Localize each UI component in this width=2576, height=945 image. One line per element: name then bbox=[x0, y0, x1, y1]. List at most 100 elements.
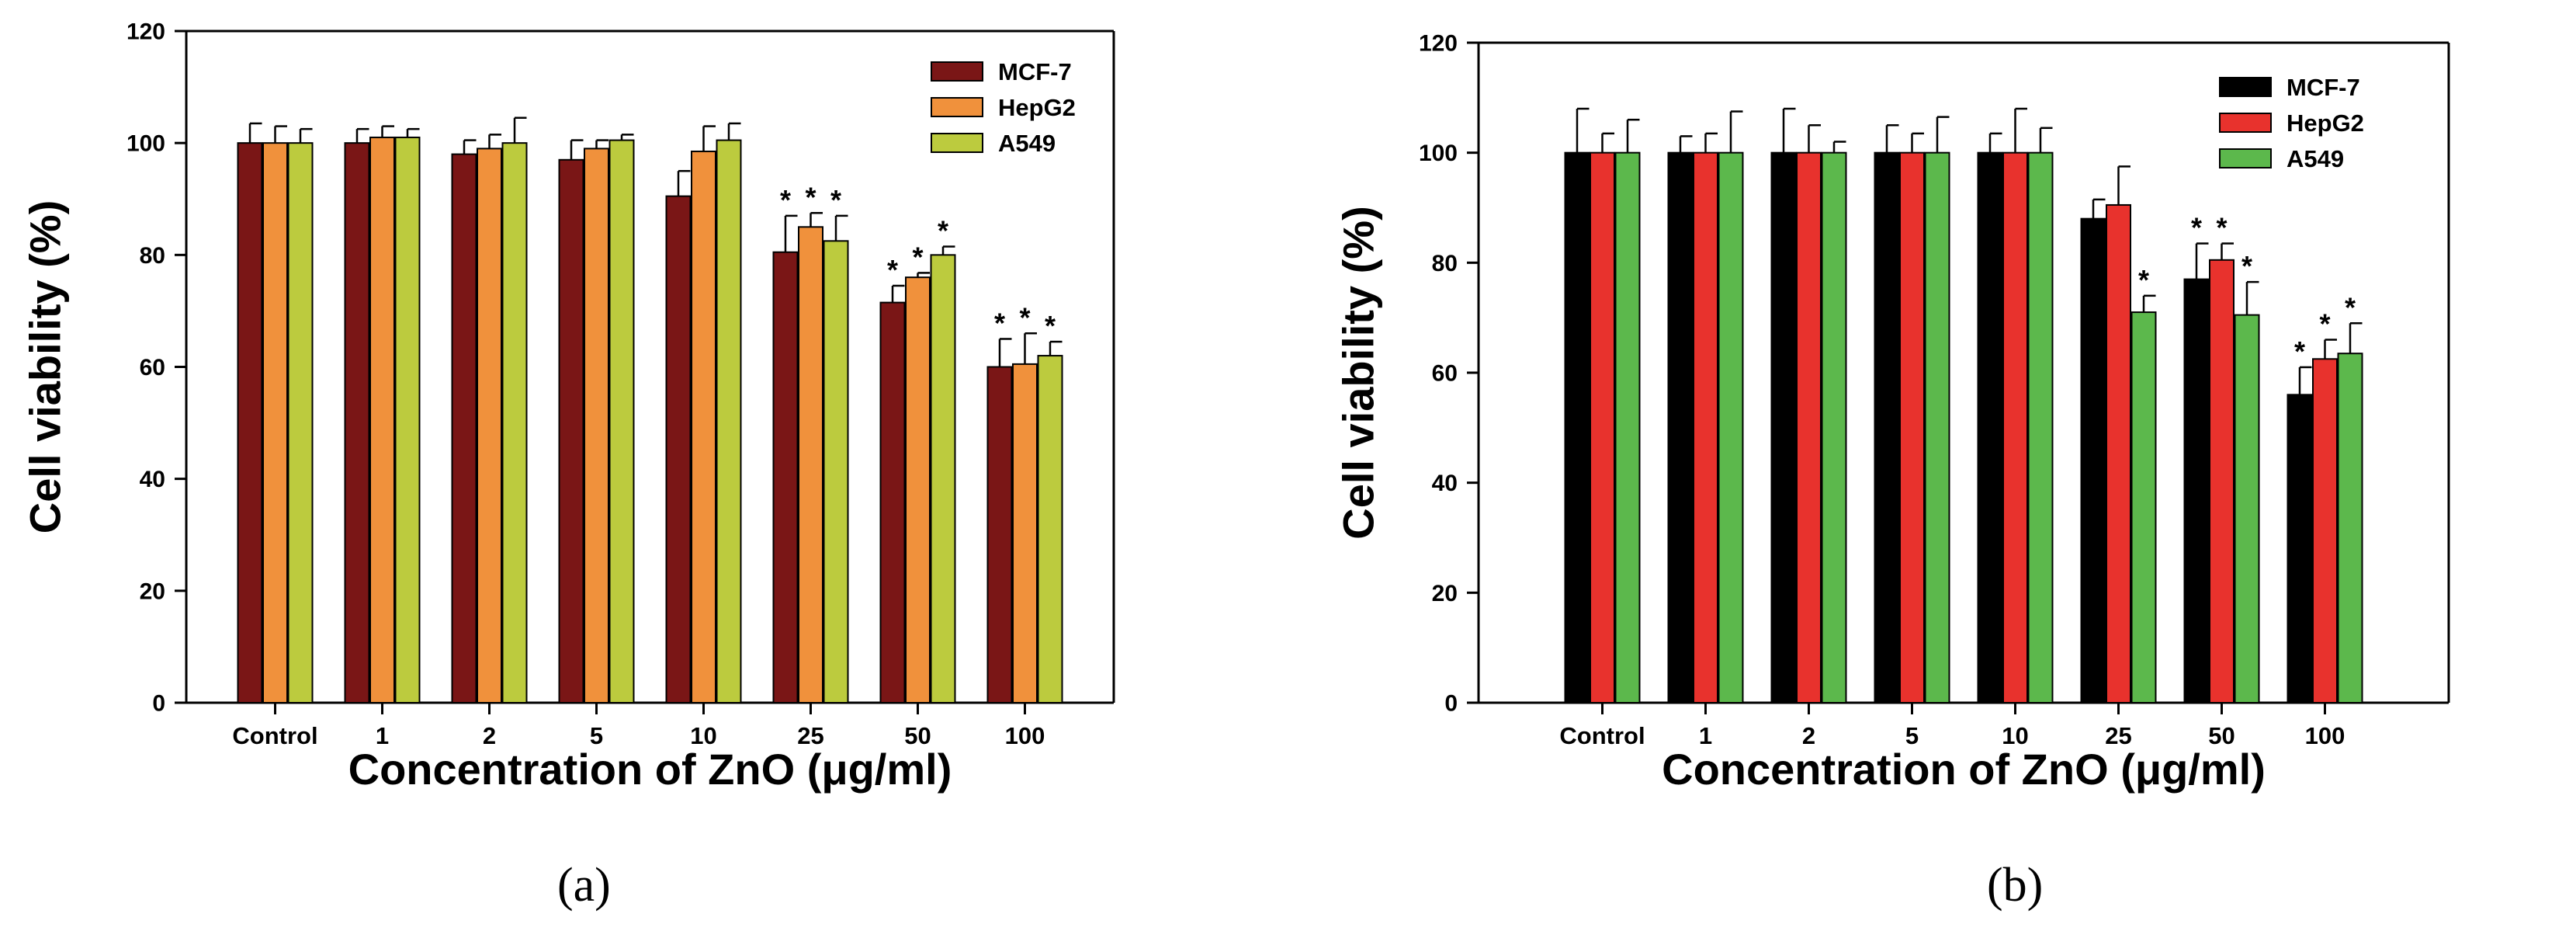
bar bbox=[584, 148, 609, 704]
y-tick-label: 20 bbox=[1432, 581, 1458, 606]
bar bbox=[369, 136, 395, 704]
bar bbox=[823, 240, 849, 704]
legend-swatch bbox=[931, 61, 983, 82]
bar bbox=[2209, 259, 2234, 704]
legend: MCF-7 HepG2 A549 bbox=[2219, 74, 2364, 172]
legend-label: A549 bbox=[998, 130, 1056, 157]
bar bbox=[344, 142, 370, 704]
significance-star: * bbox=[830, 184, 841, 216]
bar bbox=[930, 254, 956, 704]
bar bbox=[237, 142, 263, 704]
y-tick-label: 60 bbox=[1432, 361, 1458, 387]
x-tick-label: 1 bbox=[376, 722, 389, 749]
bar bbox=[2080, 217, 2106, 704]
bar bbox=[477, 148, 502, 704]
x-tick-label: 10 bbox=[690, 722, 716, 749]
significance-star: * bbox=[1019, 301, 1030, 333]
bar bbox=[2287, 394, 2313, 704]
bar bbox=[1667, 151, 1694, 704]
y-axis-title: Cell viability (%) bbox=[1334, 206, 1383, 539]
x-tick-label: 25 bbox=[797, 722, 823, 749]
bar bbox=[1770, 151, 1797, 704]
bar bbox=[608, 139, 635, 704]
y-tick-label: 120 bbox=[127, 19, 165, 45]
bar bbox=[716, 139, 742, 704]
y-tick-label: 80 bbox=[140, 243, 165, 269]
significance-star: * bbox=[2191, 212, 2202, 244]
bar bbox=[772, 251, 799, 704]
y-tick-label: 60 bbox=[140, 355, 165, 380]
bar bbox=[1614, 151, 1641, 704]
bar bbox=[1796, 151, 1822, 704]
y-tick-label: 120 bbox=[1419, 31, 1458, 57]
y-tick-label: 0 bbox=[1444, 691, 1458, 717]
significance-star: * bbox=[2319, 308, 2330, 340]
y-tick-label: 40 bbox=[140, 467, 165, 492]
x-tick-label: 10 bbox=[2002, 722, 2028, 749]
bar bbox=[2312, 358, 2338, 704]
x-tick-label: 50 bbox=[2208, 722, 2234, 749]
significance-star: * bbox=[2241, 250, 2252, 282]
panel-label-a: (a) bbox=[557, 859, 611, 912]
significance-star: * bbox=[2138, 264, 2149, 296]
y-tick-label: 40 bbox=[1432, 471, 1458, 496]
x-tick-label: 25 bbox=[2105, 722, 2131, 749]
bar bbox=[691, 150, 716, 704]
legend: MCF-7 HepG2 A549 bbox=[931, 58, 1076, 157]
x-tick-label: 2 bbox=[483, 722, 496, 749]
bar bbox=[2106, 203, 2131, 704]
bar bbox=[1718, 151, 1744, 704]
bar bbox=[1564, 151, 1590, 704]
bar bbox=[2027, 151, 2054, 704]
x-tick-label: Control bbox=[1559, 722, 1645, 749]
legend-swatch bbox=[931, 97, 983, 117]
legend-swatch bbox=[2219, 113, 2272, 133]
significance-star: * bbox=[938, 215, 948, 247]
y-tick-label: 80 bbox=[1432, 251, 1458, 276]
significance-star: * bbox=[887, 254, 898, 286]
bar bbox=[798, 226, 823, 704]
bar bbox=[905, 276, 931, 704]
y-axis-title: Cell viability (%) bbox=[21, 200, 70, 533]
bar bbox=[2002, 151, 2028, 704]
y-tick-label: 100 bbox=[1419, 141, 1458, 166]
significance-star: * bbox=[2294, 335, 2305, 367]
significance-star: * bbox=[1045, 310, 1056, 342]
bar bbox=[394, 136, 421, 704]
bar bbox=[1037, 355, 1063, 704]
bar bbox=[2130, 311, 2157, 704]
x-tick-label: 100 bbox=[2305, 722, 2345, 749]
bar bbox=[2183, 278, 2210, 704]
significance-star: * bbox=[780, 184, 791, 216]
x-tick-label: 100 bbox=[1005, 722, 1045, 749]
legend-label: A549 bbox=[2287, 145, 2344, 172]
x-tick-label: 5 bbox=[590, 722, 603, 749]
bar bbox=[558, 158, 584, 704]
bar bbox=[2234, 314, 2260, 704]
significance-star: * bbox=[2345, 291, 2356, 323]
bar bbox=[451, 153, 477, 704]
bar bbox=[501, 142, 528, 704]
significance-star: * bbox=[994, 307, 1005, 339]
bar bbox=[287, 142, 314, 704]
x-tick-label: 1 bbox=[1699, 722, 1712, 749]
y-tick-label: 0 bbox=[152, 691, 165, 717]
panel-label-b: (b) bbox=[1987, 859, 2044, 912]
significance-star: * bbox=[805, 181, 816, 213]
bar bbox=[1012, 363, 1038, 704]
bar bbox=[986, 366, 1013, 704]
bar bbox=[2337, 353, 2363, 704]
x-axis-title: Concentration of ZnO (μg/ml) bbox=[348, 745, 952, 794]
chart-panel-b: 0 20 40 60 80 100 120 Control 1 2 5 10 25 * 50 * * * 100 * *… bbox=[1304, 0, 2561, 839]
bar bbox=[1821, 151, 1847, 704]
x-axis-title: Concentration of ZnO (μg/ml) bbox=[1662, 745, 2266, 794]
legend-label: MCF-7 bbox=[2287, 74, 2360, 101]
bar bbox=[1899, 151, 1925, 704]
legend-label: MCF-7 bbox=[998, 58, 1072, 85]
bar bbox=[1924, 151, 1950, 704]
x-tick-label: Control bbox=[232, 722, 317, 749]
significance-star: * bbox=[2216, 212, 2227, 244]
bar bbox=[1693, 151, 1718, 704]
